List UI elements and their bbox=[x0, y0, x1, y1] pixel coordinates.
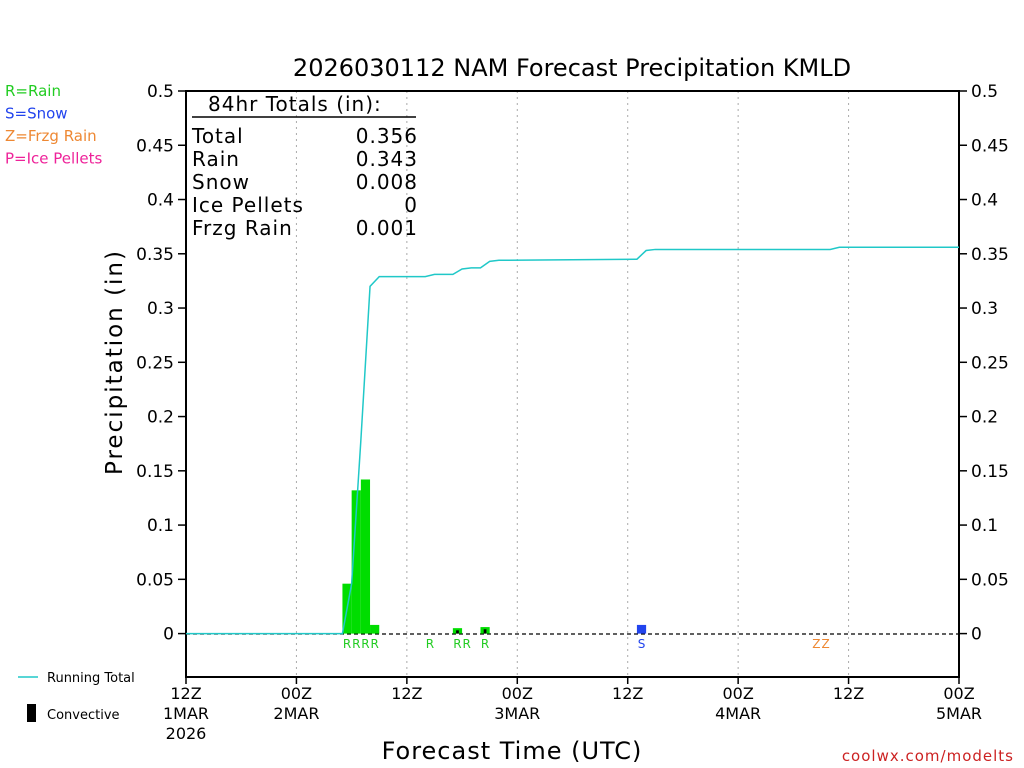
running-total-legend: Running Total bbox=[18, 671, 135, 686]
y-tick-label-right: 0.1 bbox=[971, 516, 998, 536]
y-tick-label-right: 0.35 bbox=[971, 245, 1009, 265]
totals-row-label: Rain bbox=[192, 147, 240, 171]
totals-row-label: Snow bbox=[192, 170, 250, 194]
running-total-legend-label: Running Total bbox=[47, 671, 135, 686]
x-tick-time: 12Z bbox=[612, 684, 643, 703]
totals-box: 84hr Totals (in): Total 0.356 Rain 0.343 Sno… bbox=[191, 92, 418, 240]
chart-title: 2026030112 NAM Forecast Precipitation KM… bbox=[293, 54, 851, 82]
y-axis-left: 0.5 0.45 0.4 0.35 0.3 0.25 0.2 0.15 0.1 0.05 0 bbox=[136, 82, 186, 645]
x-tick-time: 00Z bbox=[943, 684, 974, 703]
x-tick-date: 5MAR bbox=[936, 704, 982, 723]
ptype-label: Z bbox=[812, 637, 820, 651]
y-tick-label-left: 0.5 bbox=[147, 82, 174, 102]
y-tick-label-left: 0.2 bbox=[147, 408, 174, 428]
precip-type-legend: R=Rain S=Snow Z=Frzg Rain P=Ice Pellets bbox=[5, 82, 102, 168]
convective-legend-label: Convective bbox=[47, 708, 120, 723]
x-tick-date: 4MAR bbox=[715, 704, 761, 723]
y-tick-label-right: 0.3 bbox=[971, 299, 998, 319]
precip-bar bbox=[351, 490, 361, 634]
y-tick-label-left: 0.45 bbox=[136, 136, 174, 156]
totals-rows: Total 0.356 Rain 0.343 Snow 0.008 Ice Pellets 0… bbox=[191, 124, 418, 240]
totals-row-value: 0.008 bbox=[356, 170, 418, 194]
convective-legend: Convective bbox=[27, 704, 120, 723]
x-tick-date: 3MAR bbox=[494, 704, 540, 723]
y-tick-label-right: 0.2 bbox=[971, 408, 998, 428]
running-total-line bbox=[186, 246, 959, 635]
x-tick-time: 00Z bbox=[722, 684, 753, 703]
ptype-label: R bbox=[352, 637, 360, 651]
convective-bar bbox=[456, 630, 459, 634]
totals-row-label: Frzg Rain bbox=[192, 216, 293, 240]
legend-type-1: S=Snow bbox=[5, 105, 68, 123]
y-tick-label-left: 0.4 bbox=[147, 191, 174, 211]
x-tick-year: 2026 bbox=[166, 724, 207, 743]
totals-row-label: Ice Pellets bbox=[192, 193, 304, 217]
totals-header: 84hr Totals (in): bbox=[208, 92, 382, 116]
totals-row-value: 0.356 bbox=[356, 124, 418, 148]
x-tick-date: 2MAR bbox=[273, 704, 319, 723]
y-tick-label-left: 0.1 bbox=[147, 516, 174, 536]
y-tick-label-right: 0.45 bbox=[971, 136, 1009, 156]
x-tick-time: 00Z bbox=[502, 684, 533, 703]
y-tick-label-right: 0.05 bbox=[971, 570, 1009, 590]
ptype-label: R bbox=[361, 637, 369, 651]
x-tick-time: 12Z bbox=[833, 684, 864, 703]
y-tick-label-right: 0 bbox=[971, 625, 982, 645]
y-tick-label-right: 0.5 bbox=[971, 82, 998, 102]
y-tick-label-left: 0.25 bbox=[136, 353, 174, 373]
precip-bar bbox=[370, 624, 380, 634]
ptype-label: S bbox=[638, 637, 646, 651]
totals-row-label: Total bbox=[191, 124, 244, 148]
ptype-label: R bbox=[453, 637, 461, 651]
convective-legend-swatch bbox=[27, 704, 36, 722]
y-axis-title: Precipitation (in) bbox=[102, 249, 128, 475]
convective-bar bbox=[483, 629, 487, 634]
totals-row-value: 0.001 bbox=[356, 216, 418, 240]
y-tick-label-left: 0.05 bbox=[136, 570, 174, 590]
x-tick-time: 12Z bbox=[391, 684, 422, 703]
x-tick-time: 12Z bbox=[170, 684, 201, 703]
y-tick-label-left: 0.35 bbox=[136, 245, 174, 265]
ptype-label: R bbox=[370, 637, 378, 651]
y-tick-label-right: 0.15 bbox=[971, 462, 1009, 482]
y-tick-label-right: 0.25 bbox=[971, 353, 1009, 373]
precip-bars bbox=[342, 479, 647, 634]
ptype-label: R bbox=[463, 637, 471, 651]
x-tick-date: 1MAR bbox=[163, 704, 209, 723]
y-tick-label-left: 0.3 bbox=[147, 299, 174, 319]
ptype-label: R bbox=[343, 637, 351, 651]
x-axis-title: Forecast Time (UTC) bbox=[382, 737, 643, 765]
totals-row-value: 0.343 bbox=[356, 147, 418, 171]
legend-type-0: R=Rain bbox=[5, 82, 61, 100]
vertical-gridlines bbox=[295, 91, 850, 677]
y-tick-label-left: 0 bbox=[163, 625, 174, 645]
y-tick-label-left: 0.15 bbox=[136, 462, 174, 482]
plot-frame bbox=[185, 90, 960, 678]
legend-type-2: Z=Frzg Rain bbox=[5, 127, 97, 145]
precip-bar bbox=[360, 479, 371, 634]
y-tick-label-right: 0.4 bbox=[971, 191, 998, 211]
y-axis-right: 0.5 0.45 0.4 0.35 0.3 0.25 0.2 0.15 0.1 0.05 0 bbox=[959, 82, 1009, 645]
x-tick-time: 00Z bbox=[281, 684, 312, 703]
ptype-label: R bbox=[481, 637, 489, 651]
credit-text: coolwx.com/modelts bbox=[842, 747, 1014, 765]
ptype-label: R bbox=[426, 637, 434, 651]
precip-bar bbox=[636, 624, 647, 634]
ptype-label: Z bbox=[821, 637, 829, 651]
totals-row-value: 0 bbox=[404, 193, 418, 217]
legend-type-3: P=Ice Pellets bbox=[5, 150, 102, 168]
